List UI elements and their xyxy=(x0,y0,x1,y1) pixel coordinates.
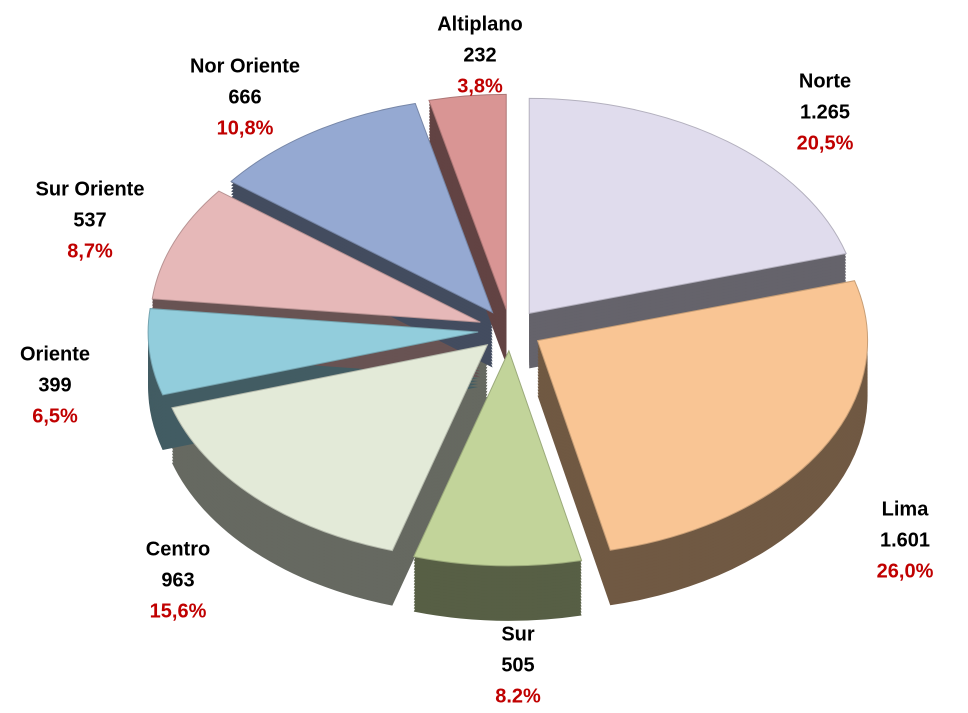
percent-label: 10,8% xyxy=(217,117,274,139)
slice xyxy=(428,93,507,310)
value-label: 666 xyxy=(228,86,261,108)
category-label: Centro xyxy=(146,538,210,560)
value-label: 505 xyxy=(501,654,534,676)
slice xyxy=(528,97,847,314)
percent-label: 6,5% xyxy=(32,405,78,427)
slice-tops xyxy=(147,93,869,567)
category-label: Sur Oriente xyxy=(36,178,145,200)
slice xyxy=(151,190,481,323)
slice xyxy=(230,102,494,314)
value-label: 537 xyxy=(73,209,106,231)
category-label: Altiplano xyxy=(437,13,523,35)
percent-label: 15,6% xyxy=(150,600,207,622)
slice xyxy=(536,280,869,551)
category-label: Nor Oriente xyxy=(190,55,300,77)
category-label: Norte xyxy=(799,70,851,92)
slice xyxy=(413,349,583,567)
value-label: 232 xyxy=(463,44,496,66)
percent-label: 8,7% xyxy=(67,240,113,262)
value-label: 963 xyxy=(161,569,194,591)
value-label: 1.265 xyxy=(800,101,850,123)
percent-label: 8.2% xyxy=(495,685,541,707)
category-label: Oriente xyxy=(20,343,90,365)
value-label: 1.601 xyxy=(880,529,930,551)
percent-label: 20,5% xyxy=(797,132,854,154)
slice xyxy=(171,344,489,552)
slice xyxy=(147,308,479,396)
percent-label: 26,0% xyxy=(877,560,934,582)
category-label: Lima xyxy=(882,498,930,520)
category-label: Sur xyxy=(501,623,535,645)
percent-label: 3,8% xyxy=(457,75,503,97)
value-label: 399 xyxy=(38,374,71,396)
